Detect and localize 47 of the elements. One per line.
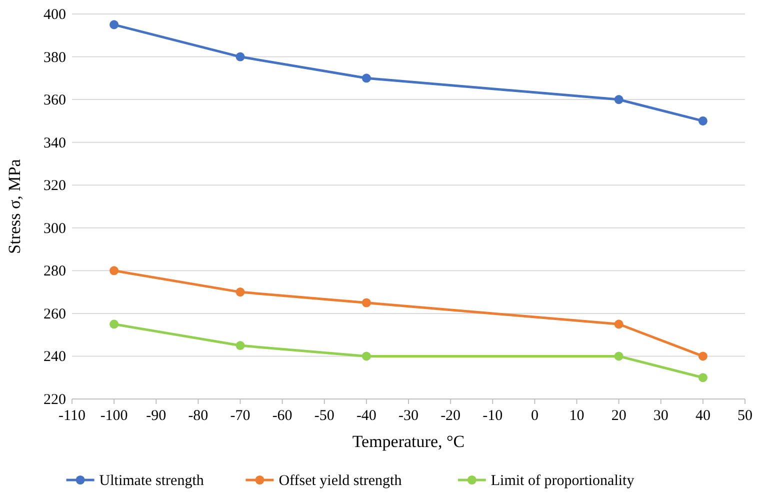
point bbox=[236, 288, 245, 297]
y-tick-label: 340 bbox=[44, 135, 66, 152]
y-tick-label: 240 bbox=[44, 349, 66, 366]
point bbox=[614, 352, 624, 361]
x-tick-label: 20 bbox=[611, 408, 626, 424]
point bbox=[110, 320, 119, 329]
y-tick-label: 320 bbox=[44, 178, 66, 194]
point bbox=[698, 373, 708, 382]
point bbox=[236, 341, 245, 350]
y-tick-label: 260 bbox=[44, 306, 66, 322]
x-tick-label: -10 bbox=[482, 408, 503, 424]
point bbox=[362, 352, 371, 361]
x-tick-label: 50 bbox=[738, 408, 752, 424]
x-tick-label: -70 bbox=[230, 408, 250, 424]
x-tick-label: 30 bbox=[653, 408, 668, 424]
legend-label: Limit of proportionality bbox=[490, 473, 635, 489]
x-tick-label: -30 bbox=[398, 408, 418, 424]
y-tick-label: 280 bbox=[44, 264, 66, 280]
x-tick-label: -60 bbox=[272, 408, 292, 424]
point bbox=[236, 52, 245, 62]
y-tick-label: 360 bbox=[44, 92, 66, 109]
x-axis-title: Temperature, °C bbox=[352, 432, 465, 451]
x-tick-label: -80 bbox=[188, 408, 208, 424]
x-tick-label: -40 bbox=[356, 408, 376, 424]
x-tick-label: -50 bbox=[314, 408, 334, 424]
point bbox=[614, 320, 624, 329]
y-tick-label: 300 bbox=[44, 220, 66, 237]
point bbox=[110, 266, 119, 276]
y-tick-label: 400 bbox=[44, 7, 66, 23]
point bbox=[362, 74, 371, 83]
y-axis-title: Stress σ, MPa bbox=[5, 158, 24, 254]
point bbox=[614, 95, 624, 104]
y-tick-label: 220 bbox=[44, 392, 66, 408]
y-tick-label: 380 bbox=[44, 50, 66, 66]
legend-label: Ultimate strength bbox=[99, 473, 204, 489]
x-tick-label: 40 bbox=[695, 408, 710, 424]
point bbox=[698, 352, 708, 361]
legend-label: Offset yield strength bbox=[278, 473, 402, 489]
x-tick-label: 10 bbox=[569, 408, 584, 424]
x-tick-label: 0 bbox=[530, 408, 538, 424]
x-tick-label: -90 bbox=[146, 408, 166, 424]
point bbox=[362, 298, 371, 308]
point bbox=[698, 116, 708, 126]
x-tick-label: -100 bbox=[100, 408, 128, 424]
x-tick-label: -20 bbox=[440, 408, 461, 424]
x-tick-label: -110 bbox=[58, 408, 86, 424]
point bbox=[110, 20, 119, 30]
